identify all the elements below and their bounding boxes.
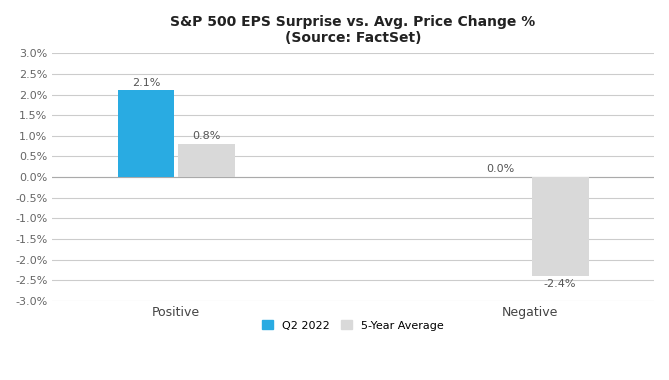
Bar xyxy=(178,144,235,177)
Title: S&P 500 EPS Surprise vs. Avg. Price Change %
(Source: FactSet): S&P 500 EPS Surprise vs. Avg. Price Chan… xyxy=(171,15,536,45)
Text: -2.4%: -2.4% xyxy=(544,279,577,289)
Text: 0.0%: 0.0% xyxy=(486,164,514,174)
Text: 2.1%: 2.1% xyxy=(132,78,161,87)
Bar xyxy=(532,177,589,276)
Legend: Q2 2022, 5-Year Average: Q2 2022, 5-Year Average xyxy=(258,316,448,335)
Bar xyxy=(118,90,175,177)
Text: 0.8%: 0.8% xyxy=(192,131,220,141)
